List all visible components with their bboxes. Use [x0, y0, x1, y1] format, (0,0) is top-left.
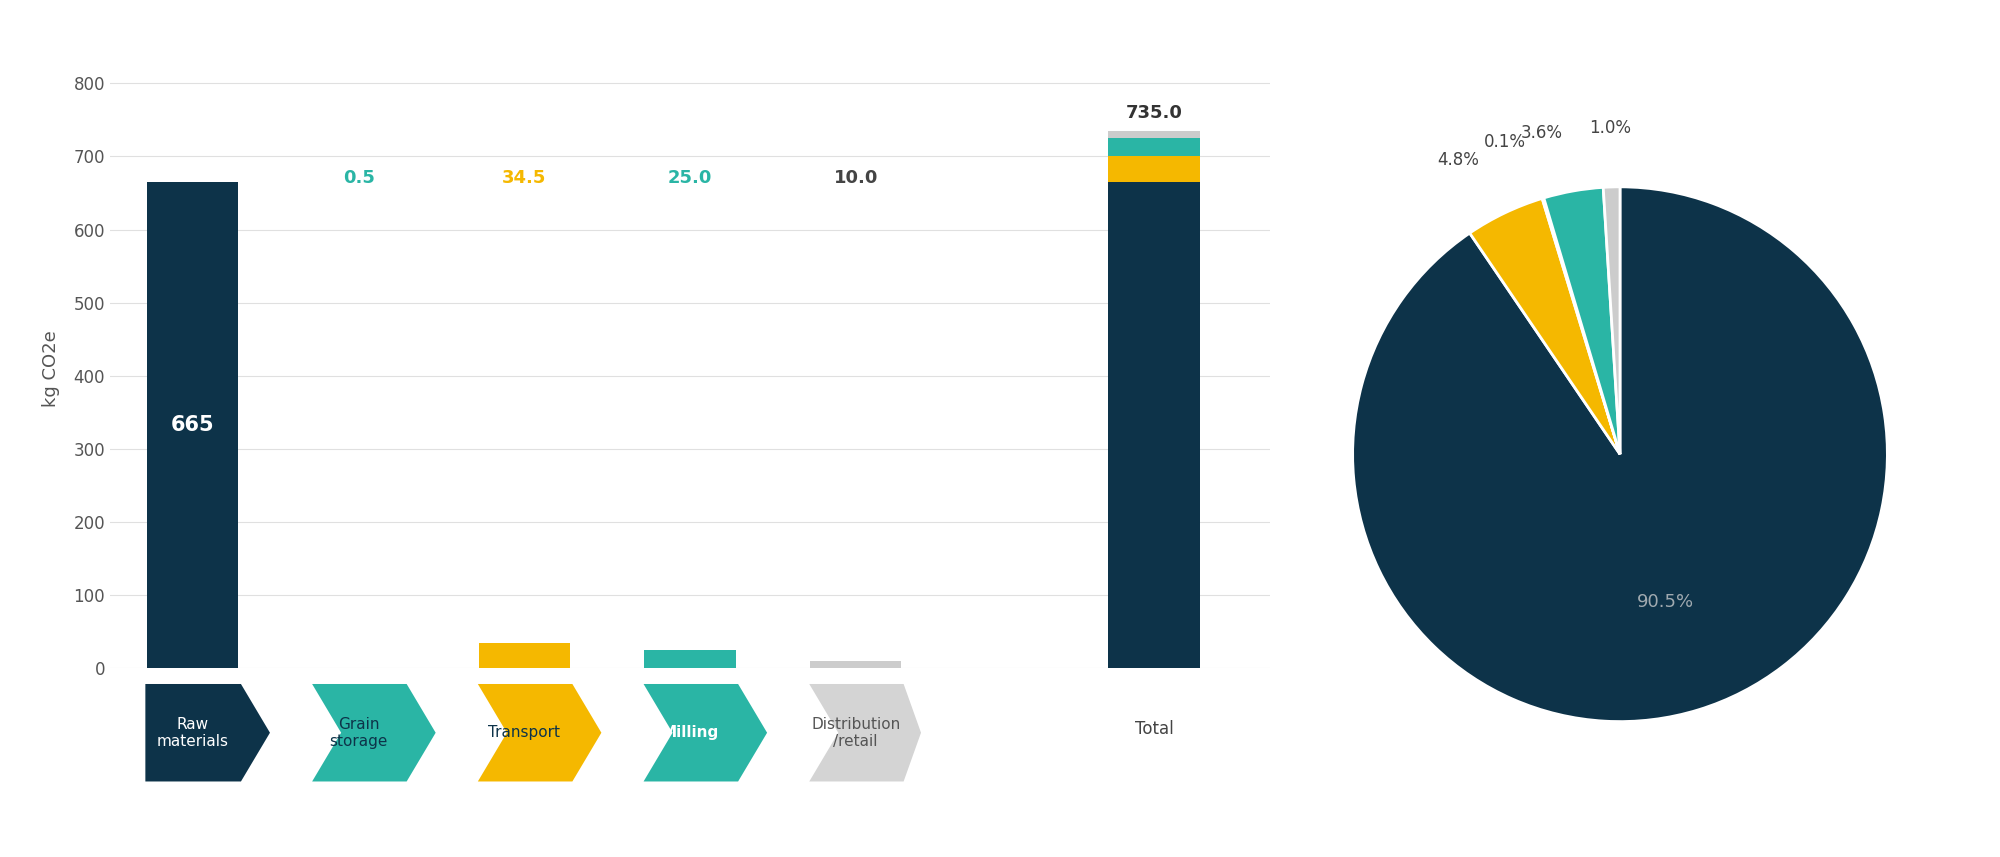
- Bar: [478, 644, 570, 668]
- Wedge shape: [1470, 199, 1620, 454]
- Wedge shape: [1604, 187, 1620, 454]
- Text: 735.0: 735.0: [1126, 104, 1182, 122]
- Text: 665: 665: [172, 415, 214, 435]
- Text: Grain
storage: Grain storage: [330, 716, 388, 749]
- Text: 90.5%: 90.5%: [1638, 593, 1694, 611]
- Text: Raw
materials: Raw materials: [156, 716, 228, 749]
- Bar: [1108, 131, 1200, 138]
- Text: 10.0: 10.0: [834, 170, 878, 188]
- Text: 1.0%: 1.0%: [1588, 119, 1630, 137]
- Text: 34.5: 34.5: [502, 170, 546, 188]
- Bar: [644, 650, 736, 668]
- Text: Total: Total: [1134, 720, 1174, 738]
- Text: 0.5: 0.5: [342, 170, 374, 188]
- Bar: [810, 661, 902, 668]
- Text: 3.6%: 3.6%: [1520, 124, 1562, 142]
- Bar: [148, 182, 238, 668]
- Wedge shape: [1544, 188, 1620, 454]
- Polygon shape: [476, 682, 604, 783]
- Polygon shape: [310, 682, 438, 783]
- Text: Transport: Transport: [488, 725, 560, 740]
- Text: Milling: Milling: [662, 725, 718, 740]
- Text: Distribution
/retail: Distribution /retail: [812, 716, 900, 749]
- Y-axis label: kg CO2e: kg CO2e: [42, 330, 60, 407]
- Wedge shape: [1542, 198, 1620, 454]
- Bar: [1108, 156, 1200, 182]
- Bar: [1108, 182, 1200, 668]
- Polygon shape: [642, 682, 768, 783]
- Bar: [1108, 138, 1200, 156]
- Text: 0.1%: 0.1%: [1484, 133, 1526, 151]
- Polygon shape: [144, 682, 272, 783]
- Polygon shape: [806, 682, 922, 783]
- Wedge shape: [1352, 187, 1888, 722]
- Text: 25.0: 25.0: [668, 170, 712, 188]
- Text: 4.8%: 4.8%: [1438, 151, 1480, 169]
